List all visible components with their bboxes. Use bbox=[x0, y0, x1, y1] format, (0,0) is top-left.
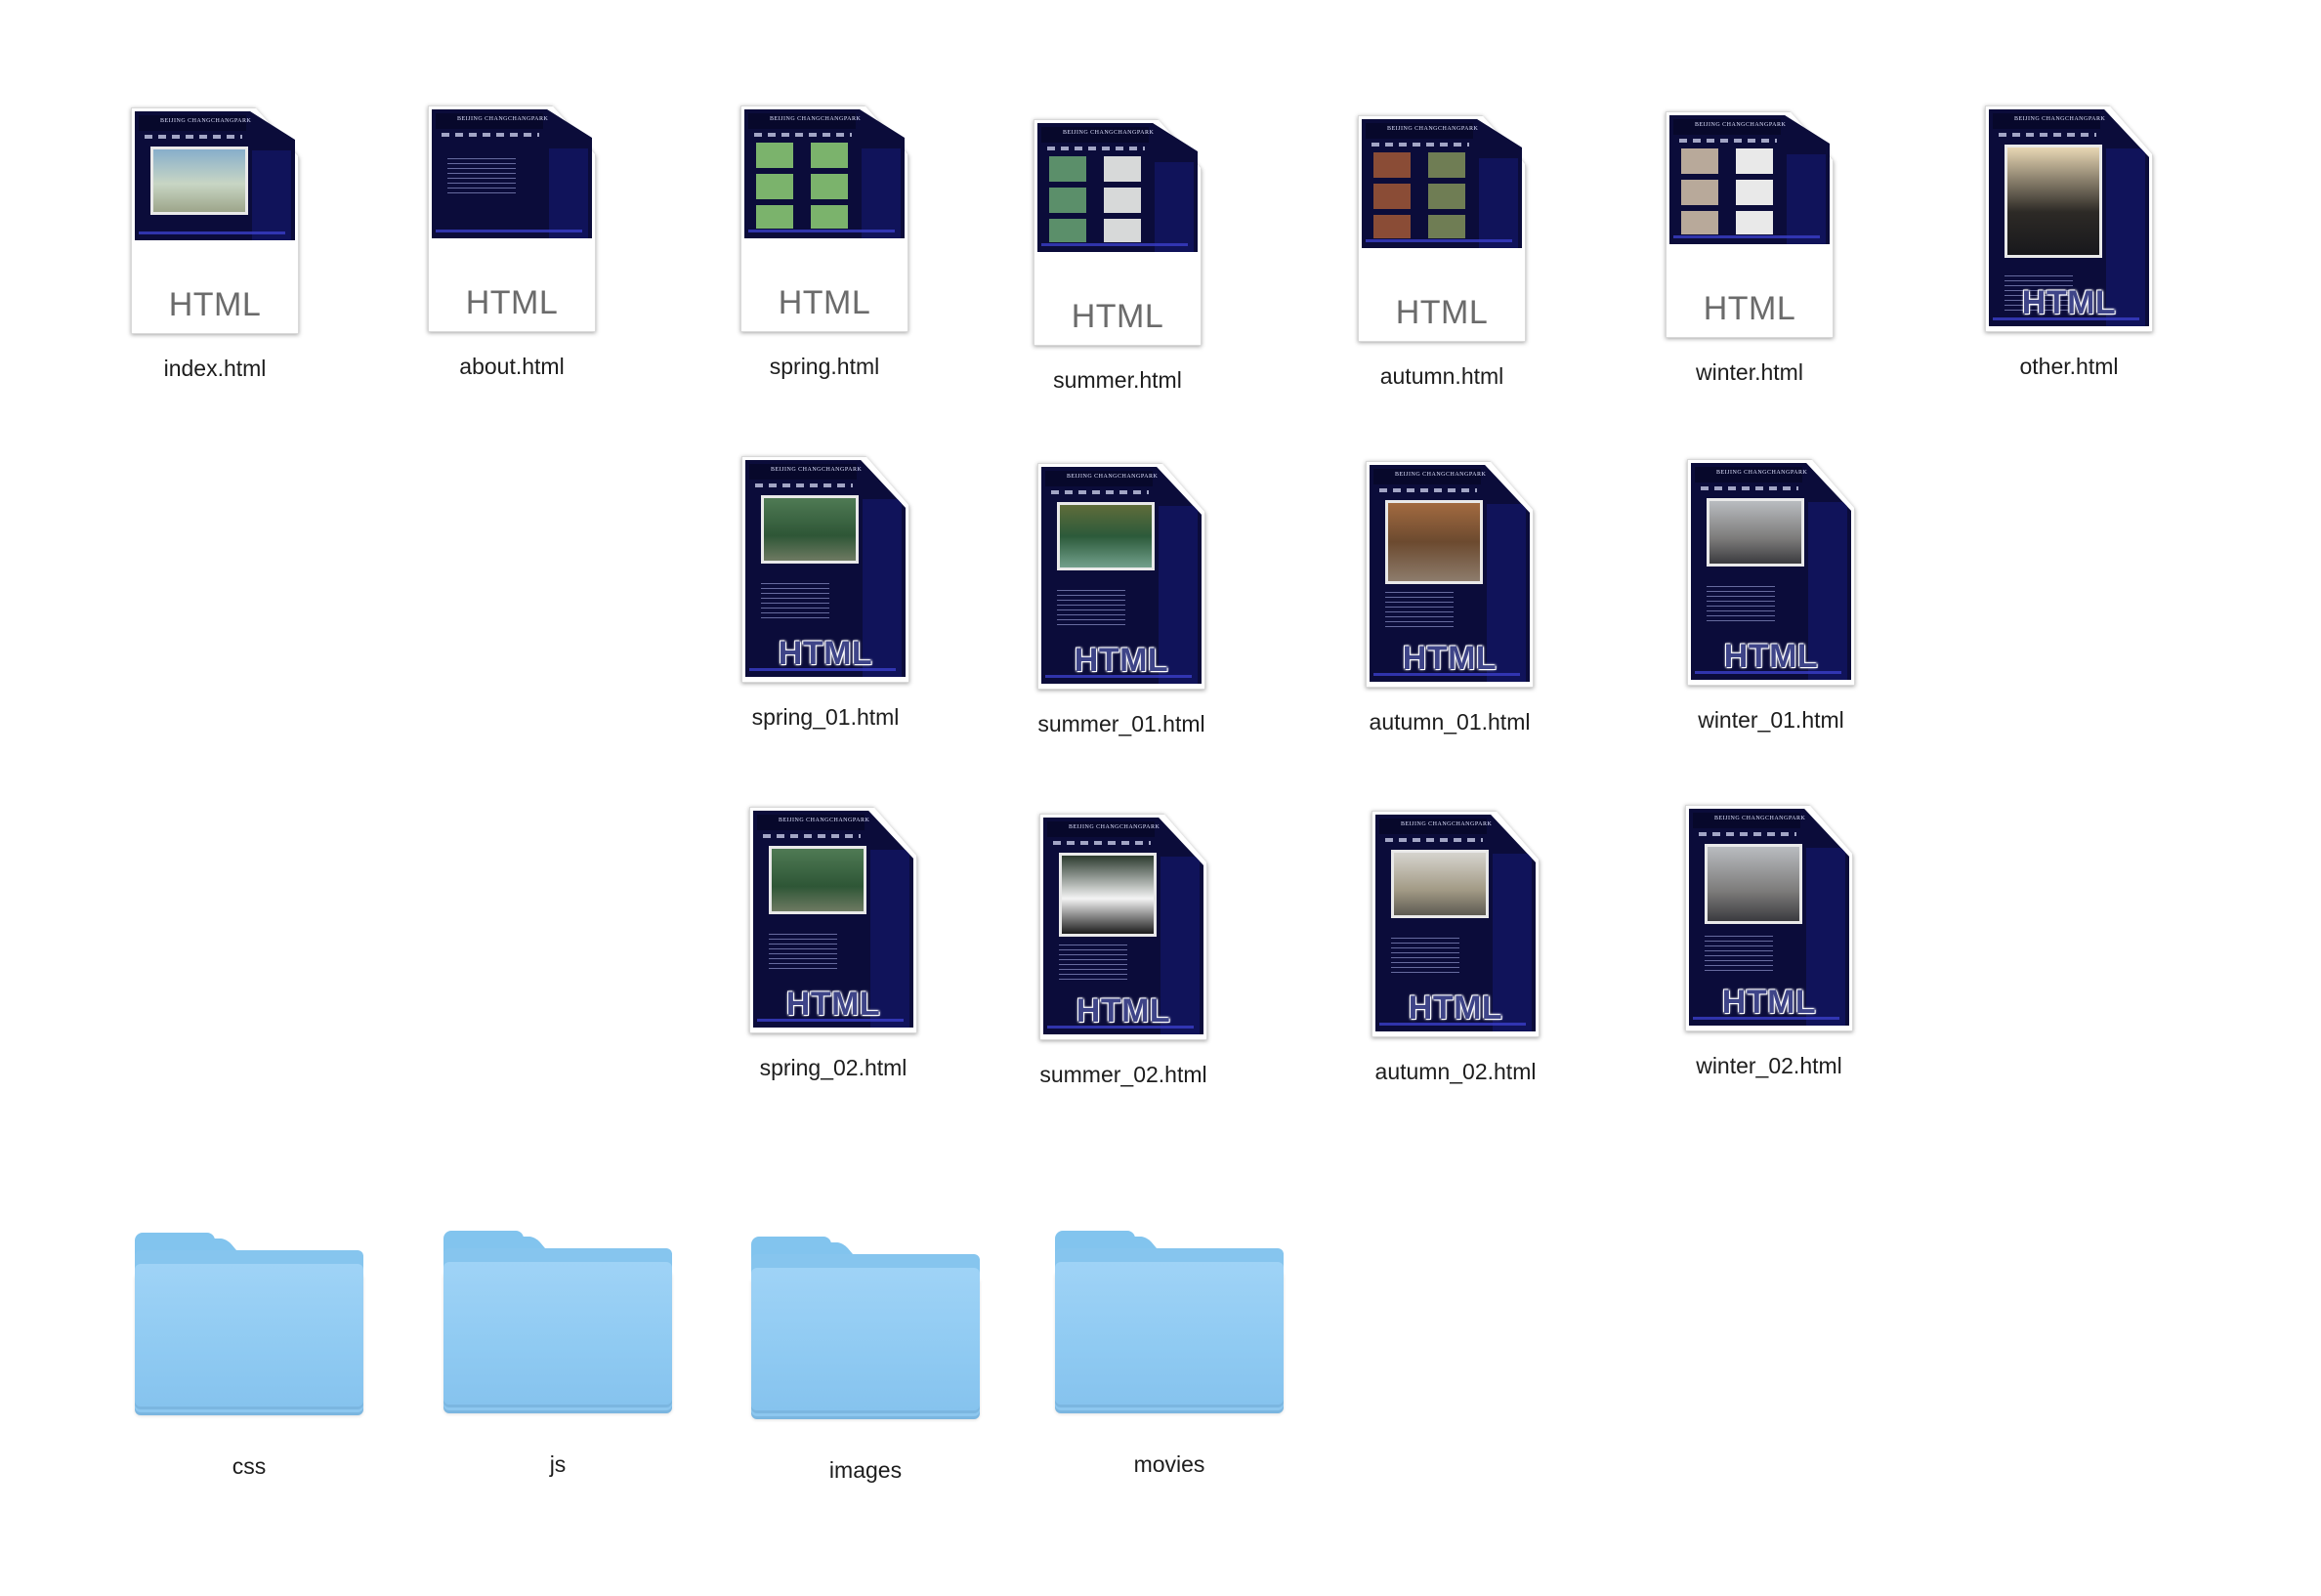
file-label: about.html bbox=[459, 354, 565, 379]
file-spring-html[interactable]: BEIJING CHANGCHANGPARK HTML spring.html bbox=[668, 105, 981, 380]
html-badge: HTML bbox=[1402, 640, 1498, 677]
html-file-icon: BEIJING CHANGCHANGPARK HTML bbox=[1366, 461, 1534, 688]
file-autumn-html[interactable]: BEIJING CHANGCHANGPARK HTML autumn.html bbox=[1286, 115, 1598, 390]
folder-css[interactable]: css bbox=[103, 1233, 396, 1480]
html-file-icon: BEIJING CHANGCHANGPARK HTML bbox=[1666, 111, 1834, 338]
file-label: winter_02.html bbox=[1696, 1053, 1842, 1078]
file-spring-01-html[interactable]: BEIJING CHANGCHANGPARK HTML spring_01.ht… bbox=[669, 456, 982, 731]
file-winter-01-html[interactable]: BEIJING CHANGCHANGPARK HTML winter_01.ht… bbox=[1615, 459, 1927, 734]
html-badge: HTML bbox=[1408, 989, 1503, 1027]
html-file-icon: BEIJING CHANGCHANGPARK HTML bbox=[1372, 811, 1540, 1037]
file-winter-02-html[interactable]: BEIJING CHANGCHANGPARK HTML winter_02.ht… bbox=[1613, 805, 1925, 1079]
file-label: summer.html bbox=[1053, 367, 1182, 393]
html-file-icon: BEIJING CHANGCHANGPARK HTML bbox=[1358, 115, 1526, 342]
file-label: autumn_02.html bbox=[1374, 1059, 1537, 1084]
file-summer-html[interactable]: BEIJING CHANGCHANGPARK HTML summer.html bbox=[961, 119, 1274, 394]
file-label: spring_02.html bbox=[759, 1055, 907, 1080]
html-badge: HTML bbox=[1071, 298, 1164, 335]
folder-icon bbox=[751, 1237, 980, 1418]
folder-icon bbox=[1055, 1231, 1284, 1412]
file-label: summer_01.html bbox=[1037, 711, 1205, 736]
file-label: other.html bbox=[2019, 354, 2119, 379]
folder-icon bbox=[135, 1233, 363, 1414]
folder-icon bbox=[443, 1231, 672, 1412]
folder-js[interactable]: js bbox=[411, 1231, 704, 1478]
html-file-icon: BEIJING CHANGCHANGPARK HTML bbox=[1687, 459, 1855, 686]
html-file-icon: BEIJING CHANGCHANGPARK HTML bbox=[428, 105, 596, 332]
file-label: autumn.html bbox=[1379, 363, 1504, 389]
html-file-icon: BEIJING CHANGCHANGPARK HTML bbox=[1037, 463, 1205, 690]
html-file-icon: BEIJING CHANGCHANGPARK HTML bbox=[1685, 805, 1853, 1031]
html-badge: HTML bbox=[168, 286, 262, 323]
file-label: winter_01.html bbox=[1698, 707, 1844, 733]
file-other-html[interactable]: BEIJING CHANGCHANGPARK HTML other.html bbox=[1913, 105, 2225, 380]
file-label: winter.html bbox=[1696, 359, 1803, 385]
file-summer-01-html[interactable]: BEIJING CHANGCHANGPARK HTML summer_01.ht… bbox=[965, 463, 1278, 737]
file-autumn-01-html[interactable]: BEIJING CHANGCHANGPARK HTML autumn_01.ht… bbox=[1293, 461, 1606, 735]
folder-movies[interactable]: movies bbox=[1023, 1231, 1316, 1478]
html-badge: HTML bbox=[1723, 638, 1819, 675]
file-spring-02-html[interactable]: BEIJING CHANGCHANGPARK HTML spring_02.ht… bbox=[677, 807, 990, 1081]
folder-label: css bbox=[232, 1453, 267, 1479]
file-label: spring.html bbox=[769, 354, 880, 379]
html-badge: HTML bbox=[465, 284, 559, 321]
html-file-icon: BEIJING CHANGCHANGPARK HTML bbox=[740, 105, 908, 332]
html-badge: HTML bbox=[1703, 290, 1796, 327]
folder-label: js bbox=[549, 1451, 567, 1477]
file-winter-html[interactable]: BEIJING CHANGCHANGPARK HTML winter.html bbox=[1593, 111, 1906, 386]
html-badge: HTML bbox=[1074, 642, 1169, 679]
file-about-html[interactable]: BEIJING CHANGCHANGPARK HTML about.html bbox=[356, 105, 668, 380]
html-file-icon: BEIJING CHANGCHANGPARK HTML bbox=[741, 456, 909, 683]
html-file-icon: BEIJING CHANGCHANGPARK HTML bbox=[1985, 105, 2153, 332]
html-badge: HTML bbox=[785, 986, 881, 1023]
html-file-icon: BEIJING CHANGCHANGPARK HTML bbox=[749, 807, 917, 1033]
html-badge: HTML bbox=[778, 635, 873, 672]
file-label: autumn_01.html bbox=[1369, 709, 1531, 735]
file-label: index.html bbox=[163, 356, 267, 381]
folder-images[interactable]: images bbox=[719, 1237, 1012, 1484]
html-file-icon: BEIJING CHANGCHANGPARK HTML bbox=[1034, 119, 1202, 346]
html-badge: HTML bbox=[1076, 992, 1171, 1029]
html-file-icon: BEIJING CHANGCHANGPARK HTML bbox=[1039, 814, 1207, 1040]
html-badge: HTML bbox=[778, 284, 871, 321]
folder-label: movies bbox=[1133, 1451, 1205, 1477]
file-label: summer_02.html bbox=[1039, 1062, 1207, 1087]
html-badge: HTML bbox=[1721, 984, 1817, 1021]
html-badge: HTML bbox=[1395, 294, 1489, 331]
folder-label: images bbox=[828, 1457, 903, 1483]
file-summer-02-html[interactable]: BEIJING CHANGCHANGPARK HTML summer_02.ht… bbox=[967, 814, 1280, 1088]
file-autumn-02-html[interactable]: BEIJING CHANGCHANGPARK HTML autumn_02.ht… bbox=[1299, 811, 1612, 1085]
file-label: spring_01.html bbox=[751, 704, 900, 730]
html-badge: HTML bbox=[2021, 284, 2117, 321]
file-index-html[interactable]: BEIJING CHANGCHANGPARK HTML index.html bbox=[59, 107, 371, 382]
html-file-icon: BEIJING CHANGCHANGPARK HTML bbox=[131, 107, 299, 334]
